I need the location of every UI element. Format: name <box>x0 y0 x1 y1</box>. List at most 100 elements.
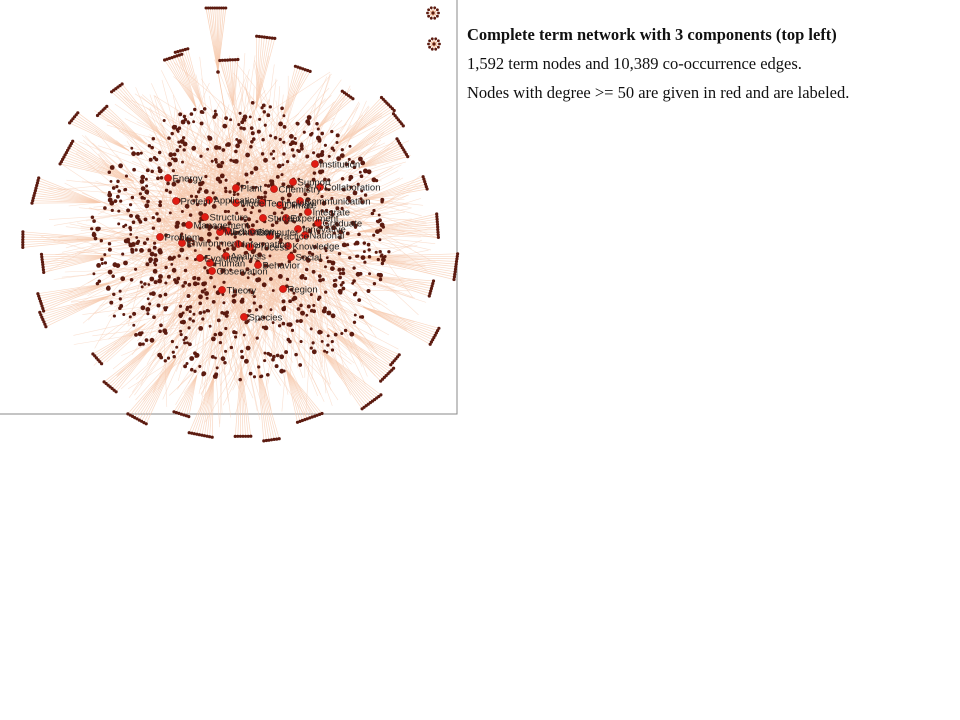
term-node <box>201 111 205 114</box>
hub-node <box>178 239 186 247</box>
term-node <box>42 270 46 274</box>
term-node <box>260 152 265 156</box>
edge <box>177 51 204 108</box>
term-node <box>120 82 124 86</box>
edge <box>67 149 134 182</box>
term-node <box>287 322 293 327</box>
term-node <box>128 242 134 248</box>
term-node <box>185 361 189 366</box>
term-node <box>272 354 276 359</box>
edge <box>209 262 335 365</box>
term-node <box>360 160 366 166</box>
term-node <box>309 293 313 297</box>
edge <box>234 182 306 236</box>
edge <box>328 328 392 371</box>
edge <box>22 238 108 246</box>
term-node <box>145 237 150 241</box>
term-node <box>158 200 162 204</box>
edge <box>346 329 395 362</box>
term-node <box>222 357 226 361</box>
term-node <box>372 282 377 286</box>
term-node <box>200 289 205 294</box>
term-node <box>431 279 436 283</box>
term-node <box>217 6 221 10</box>
term-node <box>198 294 203 300</box>
term-node <box>201 317 205 321</box>
edge <box>106 124 321 188</box>
term-node <box>151 226 156 230</box>
term-node <box>76 111 80 115</box>
term-node <box>428 45 431 49</box>
term-node <box>247 217 251 222</box>
hub-node-label: Experiment <box>291 214 339 225</box>
term-node <box>111 274 115 278</box>
term-node <box>240 355 245 360</box>
edge <box>321 349 373 402</box>
term-node <box>301 67 305 71</box>
term-node <box>299 339 303 344</box>
term-node <box>433 6 437 10</box>
edge <box>321 349 371 403</box>
term-node <box>309 346 313 350</box>
hub-node <box>282 214 290 222</box>
edge <box>74 116 130 151</box>
term-node <box>281 299 286 304</box>
term-node <box>259 195 264 200</box>
term-node <box>271 321 275 325</box>
edge <box>121 83 167 142</box>
term-node <box>103 206 107 210</box>
term-node <box>113 199 118 203</box>
term-node <box>252 295 256 299</box>
term-node <box>454 262 458 266</box>
hub-node-label: Support <box>298 178 332 189</box>
term-node <box>223 249 226 253</box>
term-node <box>203 189 209 194</box>
term-node <box>430 47 434 51</box>
term-node <box>254 308 259 312</box>
edge <box>153 95 294 183</box>
edge <box>286 369 320 415</box>
edge <box>106 106 147 145</box>
edge <box>119 85 167 142</box>
term-node <box>225 143 229 147</box>
edge <box>208 95 332 201</box>
term-node <box>257 252 262 258</box>
term-node <box>211 336 216 342</box>
term-node <box>422 177 426 181</box>
edge <box>285 370 301 422</box>
edge <box>176 375 198 413</box>
term-node <box>354 291 358 295</box>
edge <box>92 323 146 355</box>
term-node <box>335 206 340 211</box>
term-node <box>290 148 295 152</box>
hub-node-label: Collaboration <box>325 183 381 194</box>
term-node <box>107 247 112 252</box>
edge <box>363 306 435 338</box>
term-node <box>218 340 223 345</box>
edge <box>111 91 167 142</box>
hub-node-label: Theory <box>227 286 257 297</box>
hub-node-label: Problem <box>165 233 200 244</box>
term-node <box>326 334 330 338</box>
term-node <box>272 211 277 216</box>
term-node <box>99 239 103 243</box>
term-node <box>241 117 246 122</box>
term-node <box>40 255 44 259</box>
term-node <box>214 158 218 162</box>
term-node <box>294 352 298 357</box>
term-node <box>222 280 226 284</box>
term-node <box>40 304 44 308</box>
term-node <box>235 211 239 215</box>
term-node <box>453 272 457 276</box>
term-node <box>166 274 171 279</box>
term-node <box>123 188 127 192</box>
term-node <box>252 137 256 141</box>
hub-node-label: Region <box>288 285 318 296</box>
hub-node <box>279 285 287 293</box>
term-node <box>337 289 343 294</box>
term-node <box>214 372 219 377</box>
term-node <box>181 319 187 325</box>
term-node <box>107 241 112 246</box>
term-node <box>350 220 356 226</box>
term-node <box>132 323 136 327</box>
